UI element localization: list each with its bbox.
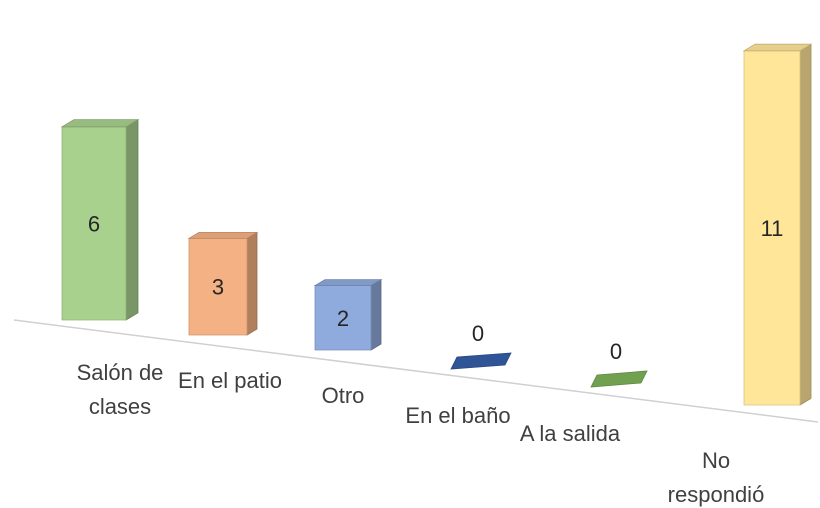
bar-0	[60, 118, 140, 321]
data-label-3: 0	[472, 321, 484, 346]
category-label-0-line-0: Salón de	[77, 360, 164, 385]
bar-3	[450, 352, 512, 370]
bar-side-2	[370, 278, 382, 351]
bars-group	[60, 43, 813, 406]
data-label-2: 2	[337, 306, 349, 331]
bar-5	[742, 43, 813, 406]
labels-group: 6 Salón de clases 3 En el patio 2 Otro 0 En el b…	[77, 211, 784, 507]
x-axis-baseline	[13, 319, 819, 423]
bar-top-1	[187, 231, 259, 239]
category-label-1-line-0: En el patio	[178, 368, 282, 393]
data-label-1: 3	[212, 275, 224, 300]
category-label-2-line-0: Otro	[322, 383, 365, 408]
bar-side-5	[799, 43, 812, 406]
bar-1	[187, 231, 259, 336]
bar-top-5	[742, 43, 813, 52]
bar-2	[313, 278, 383, 351]
category-label-3-line-0: En el baño	[405, 403, 510, 428]
bar-top-0	[60, 119, 140, 128]
bar-4	[590, 370, 648, 388]
category-label-5-line-1: respondió	[668, 482, 765, 507]
data-label-0: 6	[88, 211, 100, 236]
bar-side-1	[246, 231, 258, 336]
bar-top-3	[450, 352, 512, 370]
bar-top-2	[313, 279, 383, 287]
category-label-4-line-0: A la salida	[520, 421, 621, 446]
category-label-5-line-0: No	[702, 448, 730, 473]
data-label-5: 11	[761, 216, 784, 241]
bar-side-0	[125, 118, 139, 321]
bar-top-4	[590, 370, 648, 388]
data-label-4: 0	[610, 339, 622, 364]
category-label-0-line-1: clases	[89, 394, 151, 419]
